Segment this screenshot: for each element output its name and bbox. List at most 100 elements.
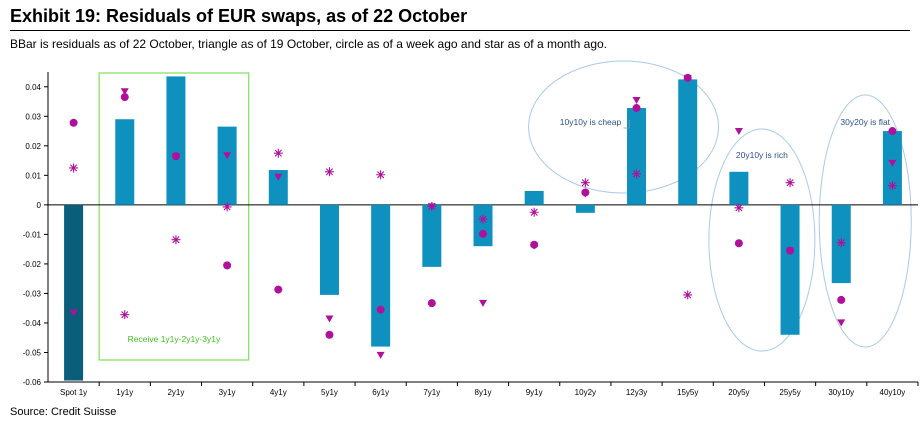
star-marker bbox=[324, 167, 334, 177]
x-tick-label: 4y1y bbox=[270, 388, 287, 397]
circle-marker bbox=[530, 240, 539, 249]
x-tick-label: 2y1y bbox=[167, 388, 184, 397]
flat-label: 30y20y is flat bbox=[840, 117, 890, 127]
annotation-shapes bbox=[98, 60, 912, 361]
circle-marker bbox=[837, 295, 846, 304]
title-divider bbox=[10, 30, 910, 31]
x-tick-label: 3y1y bbox=[219, 388, 236, 397]
rich-label: 20y10y is rich bbox=[736, 150, 788, 160]
star-marker bbox=[734, 203, 744, 213]
x-tick-label: 9y1y bbox=[526, 388, 543, 397]
x-tick-label: 30y10y bbox=[828, 388, 854, 397]
star-marker bbox=[120, 310, 130, 320]
star-marker bbox=[887, 181, 897, 191]
x-tick-label: 40y10y bbox=[880, 388, 906, 397]
cheap-label: 10y10y is cheap bbox=[560, 117, 622, 127]
bar bbox=[166, 76, 186, 205]
x-tick-label: 5y1y bbox=[321, 388, 338, 397]
x-tick-label: Spot 1y bbox=[60, 388, 87, 397]
star-marker bbox=[580, 178, 590, 188]
star-marker bbox=[529, 207, 539, 217]
bar bbox=[217, 126, 237, 205]
circle-marker bbox=[734, 239, 743, 248]
bar bbox=[678, 79, 698, 205]
bar bbox=[319, 204, 339, 295]
circle-marker bbox=[274, 285, 283, 294]
circle-marker bbox=[888, 127, 897, 136]
triangle-marker bbox=[223, 152, 232, 160]
source-note: Source: Credit Suisse bbox=[10, 406, 117, 418]
bar bbox=[575, 204, 595, 213]
triangle-marker bbox=[69, 309, 78, 317]
y-tick-label: 0 bbox=[37, 201, 42, 210]
star-marker bbox=[69, 163, 79, 173]
triangle-marker bbox=[120, 88, 129, 96]
exhibit-subtitle: BBar is residuals as of 22 October, tria… bbox=[10, 37, 607, 51]
x-tick-label: 20y5y bbox=[728, 388, 749, 397]
circle-marker bbox=[479, 229, 487, 238]
star-marker bbox=[376, 170, 386, 180]
cheap-callout-line bbox=[623, 120, 630, 129]
star-marker bbox=[632, 169, 642, 179]
bar bbox=[64, 204, 84, 381]
circle-marker bbox=[786, 246, 795, 255]
bar bbox=[524, 190, 544, 205]
bar bbox=[627, 108, 647, 205]
annotation-labels: Receive 1y1y-2y1y-3y1y 10y10y is cheap 20y… bbox=[128, 117, 891, 344]
y-tick-label: -0.03 bbox=[23, 289, 42, 298]
circle-marker bbox=[581, 188, 590, 197]
x-tick-label: 12y3y bbox=[626, 388, 647, 397]
star-marker bbox=[836, 238, 846, 248]
bar bbox=[268, 170, 288, 205]
marker-series bbox=[69, 73, 897, 359]
triangle-marker bbox=[325, 315, 334, 323]
y-tick-label: -0.05 bbox=[23, 348, 42, 357]
star-marker bbox=[222, 202, 232, 212]
chart-axes: 0.04 0.03 0.02 0.01 0 -0.01 -0.02 -0.03 -0.04 -0.… bbox=[23, 72, 919, 397]
y-tick-label: 0.03 bbox=[25, 112, 41, 121]
bar bbox=[780, 204, 800, 335]
receive-trade-label: Receive 1y1y-2y1y-3y1y bbox=[128, 334, 221, 344]
circle-marker bbox=[632, 104, 641, 113]
exhibit-title: Exhibit 19: Residuals of EUR swaps, as o… bbox=[10, 6, 468, 26]
star-marker bbox=[273, 148, 283, 158]
bar bbox=[882, 131, 902, 205]
y-tick-label: 0.04 bbox=[25, 83, 41, 92]
y-tick-label: -0.04 bbox=[23, 319, 42, 328]
star-marker bbox=[478, 214, 488, 224]
y-tick-label: -0.02 bbox=[23, 260, 42, 269]
bar bbox=[371, 204, 391, 347]
x-tick-label: 7y1y bbox=[423, 388, 440, 397]
circle-marker bbox=[171, 152, 180, 161]
circle-marker bbox=[223, 261, 232, 270]
x-tick-label: 25y5y bbox=[779, 388, 800, 397]
bar bbox=[115, 119, 135, 205]
bar-series bbox=[64, 76, 902, 381]
y-tick-label: 0.01 bbox=[25, 171, 41, 180]
x-tick-label: 10y2y bbox=[575, 388, 596, 397]
cheap-ellipse bbox=[528, 60, 720, 194]
star-marker bbox=[785, 178, 795, 188]
triangle-marker bbox=[479, 299, 487, 307]
bar bbox=[473, 204, 493, 247]
x-tick-label: 8y1y bbox=[475, 388, 492, 397]
flat-ellipse bbox=[818, 94, 912, 348]
circle-marker bbox=[325, 330, 334, 339]
y-tick-label: 0.02 bbox=[25, 142, 41, 151]
star-marker bbox=[171, 235, 181, 245]
star-marker bbox=[427, 201, 437, 211]
circle-marker bbox=[376, 305, 385, 314]
triangle-marker bbox=[888, 159, 897, 167]
rich-ellipse bbox=[708, 128, 816, 352]
x-tick-label: 1y1y bbox=[116, 388, 133, 397]
triangle-marker bbox=[376, 351, 385, 359]
y-tick-label: -0.06 bbox=[23, 378, 42, 387]
star-marker bbox=[683, 290, 693, 300]
circle-marker bbox=[427, 299, 436, 308]
triangle-marker bbox=[274, 173, 283, 181]
circle-marker bbox=[120, 93, 129, 102]
bar bbox=[422, 204, 442, 267]
triangle-marker bbox=[632, 97, 641, 105]
receive-trade-box bbox=[98, 72, 250, 361]
